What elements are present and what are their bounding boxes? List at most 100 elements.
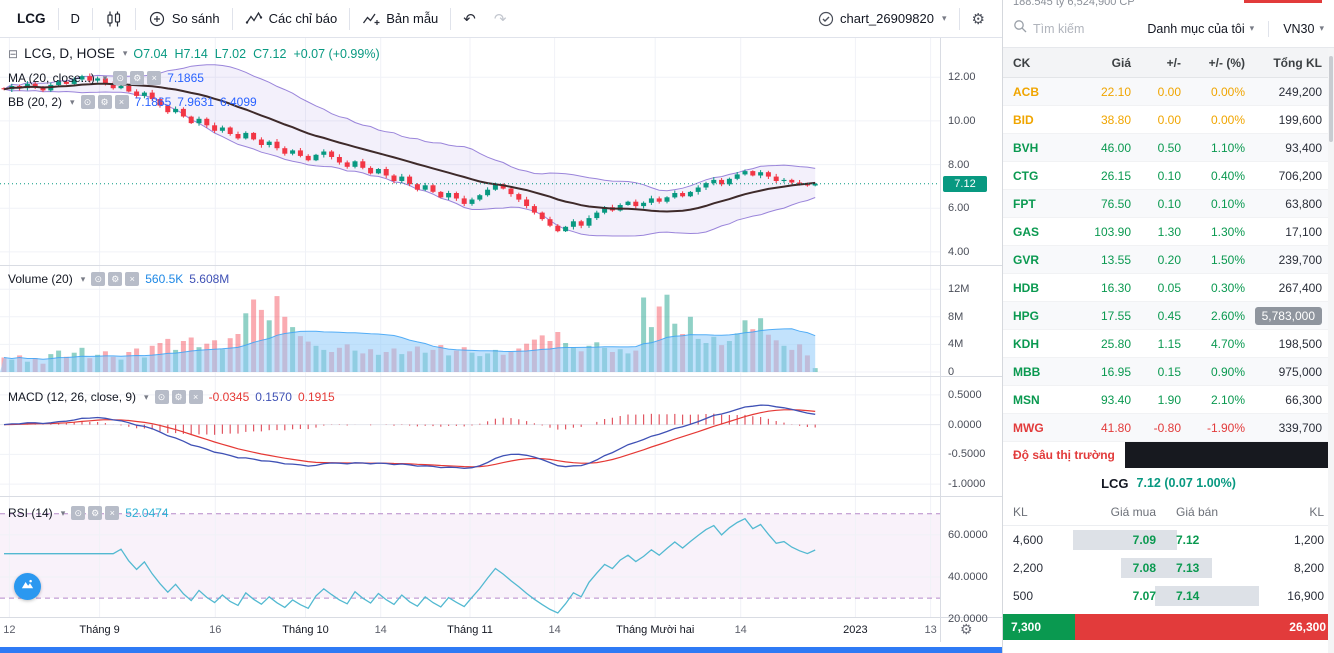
watchlist-row-gvr[interactable]: GVR 13.55 0.20 1.50% 239,700 (1003, 246, 1334, 274)
ma-legend[interactable]: MA (20, close...) ▾ ⊙ ⚙ × 7.1865 (8, 71, 204, 85)
visibility-icon[interactable]: ⊙ (71, 506, 86, 520)
col-change[interactable]: +/- (1166, 55, 1181, 70)
close-icon[interactable]: × (105, 506, 120, 520)
watchlist-row-hdb[interactable]: HDB 16.30 0.05 0.30% 267,400 (1003, 274, 1334, 302)
settings-icon[interactable]: ⚙ (108, 272, 123, 286)
undo-button[interactable]: ↶ (454, 5, 485, 33)
settings-icon[interactable]: ⚙ (130, 71, 145, 85)
buy-depth-bar (1154, 586, 1166, 606)
watchlist-row-gas[interactable]: GAS 103.90 1.30 1.30% 17,100 (1003, 218, 1334, 246)
watchlist-row-msn[interactable]: MSN 93.40 1.90 2.10% 66,300 (1003, 386, 1334, 414)
main-legend[interactable]: ⊟ LCG, D, HOSE ▾ O7.04 H7.14 L7.02 C7.12 +0.… (8, 46, 380, 61)
macd-signal-value: 0.1915 (297, 390, 335, 404)
volume-legend[interactable]: Volume (20) ▾ ⊙ ⚙ × 560.5K 5.608M (8, 272, 229, 286)
depth-row[interactable]: 500 7.07 7.14 16,900 (1003, 582, 1334, 610)
watchlist-row-mbb[interactable]: MBB 16.95 0.15 0.90% 975,000 (1003, 358, 1334, 386)
indicators-button[interactable]: Các chỉ báo (236, 5, 347, 33)
templates-button[interactable]: Bản mẫu (353, 5, 447, 33)
volume-pane[interactable] (0, 266, 940, 376)
watchlist-row-acb[interactable]: ACB 22.10 0.00 0.00% 249,200 (1003, 78, 1334, 106)
my-list-dropdown[interactable]: Danh mục của tôi ▾ (1147, 22, 1254, 36)
symbol-cell: MWG (1013, 420, 1044, 435)
change-pct-cell: 0.00% (1210, 84, 1245, 99)
compare-button[interactable]: So sánh (139, 5, 229, 33)
pane-separator[interactable] (0, 376, 1002, 377)
visibility-icon[interactable]: ⊙ (80, 95, 95, 109)
watchlist-row-ctg[interactable]: CTG 26.15 0.10 0.40% 706,200 (1003, 162, 1334, 190)
undo-icon: ↶ (463, 10, 476, 28)
change-cell: 1.15 (1157, 336, 1181, 351)
settings-icon[interactable]: ⚙ (97, 95, 112, 109)
index-dropdown[interactable]: VN30 ▾ (1283, 22, 1324, 36)
col-buy-volume: KL (1013, 504, 1028, 519)
change-pct-cell: 0.90% (1210, 364, 1245, 379)
market-depth-tab[interactable]: Độ sâu thị trường (1003, 442, 1334, 468)
col-symbol[interactable]: CK (1013, 55, 1031, 70)
chevron-down-icon: ▾ (102, 72, 108, 83)
macd-legend[interactable]: MACD (12, 26, close, 9) ▾ ⊙ ⚙ × -0.0345 0.… (8, 390, 335, 404)
settings-icon[interactable]: ⚙ (171, 390, 186, 404)
symbol-label: LCG (17, 11, 46, 26)
axis-settings-icon[interactable]: ⚙ (960, 621, 973, 637)
symbol-search-button[interactable]: LCG (8, 5, 55, 33)
rsi-legend[interactable]: RSI (14) ▾ ⊙ ⚙ × 52.0474 (8, 506, 169, 520)
change-pct-cell: 2.10% (1210, 392, 1245, 407)
rsi-pane[interactable] (0, 497, 940, 617)
redo-button[interactable]: ↷ (485, 5, 516, 33)
chevron-down-icon: ▾ (144, 391, 149, 402)
price-pane[interactable] (0, 38, 940, 265)
watchlist-row-fpt[interactable]: FPT 76.50 0.10 0.10% 63,800 (1003, 190, 1334, 218)
depth-row[interactable]: 4,600 7.09 7.12 1,200 (1003, 526, 1334, 554)
object-tree-icon[interactable]: ⊟ (8, 46, 19, 61)
separator (958, 7, 960, 30)
price-cell: 13.55 (1100, 252, 1131, 267)
macd-pane[interactable] (0, 377, 940, 496)
col-change-pct[interactable]: +/- (%) (1208, 55, 1245, 70)
compare-label: So sánh (171, 11, 220, 26)
index-label: VN30 (1283, 21, 1315, 36)
watchlist-row-hpg[interactable]: HPG 17.55 0.45 2.60% 5,783,000 (1003, 302, 1334, 330)
change-pct-cell: 0.00% (1210, 112, 1245, 127)
scrollbar-thumb[interactable] (1329, 56, 1333, 142)
price-scale[interactable]: 7.12 12.00 10.00 8.00 6.00 4.00 12M 8M 4M 0 0.500… (940, 38, 1002, 642)
close-icon[interactable]: × (147, 71, 162, 85)
ma-label: MA (20, close...) (8, 71, 95, 85)
watchlist-row-bvh[interactable]: BVH 46.00 0.50 1.10% 93,400 (1003, 134, 1334, 162)
chart-settings-button[interactable]: ⚙ (963, 5, 994, 33)
price-scale-label: 12.00 (948, 71, 976, 84)
pane-separator[interactable] (0, 265, 1002, 266)
close-icon[interactable]: × (114, 95, 129, 109)
visibility-icon[interactable]: ⊙ (91, 272, 106, 286)
col-total-volume[interactable]: Tổng KL (1273, 55, 1322, 70)
total-buy-bar: 7,300 (1003, 614, 1075, 640)
total-volume-cell: 339,700 (1278, 420, 1322, 435)
snapshot-button[interactable] (14, 573, 41, 600)
sell-depth-bar (1166, 586, 1259, 606)
time-axis[interactable]: 12 Tháng 9 16 Tháng 10 14 Tháng 11 14 Tháng Mườ… (0, 618, 940, 642)
search-input[interactable] (1033, 21, 1129, 36)
visibility-icon[interactable]: ⊙ (154, 390, 169, 404)
pane-separator[interactable] (0, 496, 1002, 497)
close-icon[interactable]: × (125, 272, 140, 286)
close-icon[interactable]: × (188, 390, 203, 404)
chart-style-button[interactable] (96, 5, 132, 33)
bb-legend[interactable]: BB (20, 2) ▾ ⊙ ⚙ × 7.1865 7.9631 6.4099 (8, 95, 257, 109)
col-price[interactable]: Giá (1111, 55, 1131, 70)
scrollbar[interactable] (1328, 48, 1334, 653)
ma-value: 7.1865 (167, 71, 204, 85)
watchlist-row-kdh[interactable]: KDH 25.80 1.15 4.70% 198,500 (1003, 330, 1334, 358)
depth-row[interactable]: 2,200 7.08 7.13 8,200 (1003, 554, 1334, 582)
redo-icon: ↷ (493, 10, 507, 28)
change-cell: 1.90 (1157, 392, 1181, 407)
watchlist-row-mwg[interactable]: MWG 41.80 -0.80 -1.90% 339,700 (1003, 414, 1334, 442)
chevron-down-icon: ▾ (80, 273, 86, 284)
settings-icon[interactable]: ⚙ (88, 506, 103, 520)
interval-button[interactable]: D (62, 5, 89, 33)
watchlist-row-bid[interactable]: BID 38.80 0.00 0.00% 199,600 (1003, 106, 1334, 134)
volume-ma-value: 5.608M (189, 272, 230, 286)
change-pct-cell: 1.50% (1210, 252, 1245, 267)
chart-layout-button[interactable]: chart_26909820 ▾ (809, 5, 956, 33)
separator (57, 7, 59, 30)
depth-rows: 4,600 7.09 7.12 1,200 2,200 7.08 7.13 8,200 500 7… (1003, 526, 1334, 610)
visibility-icon[interactable]: ⊙ (113, 71, 128, 85)
